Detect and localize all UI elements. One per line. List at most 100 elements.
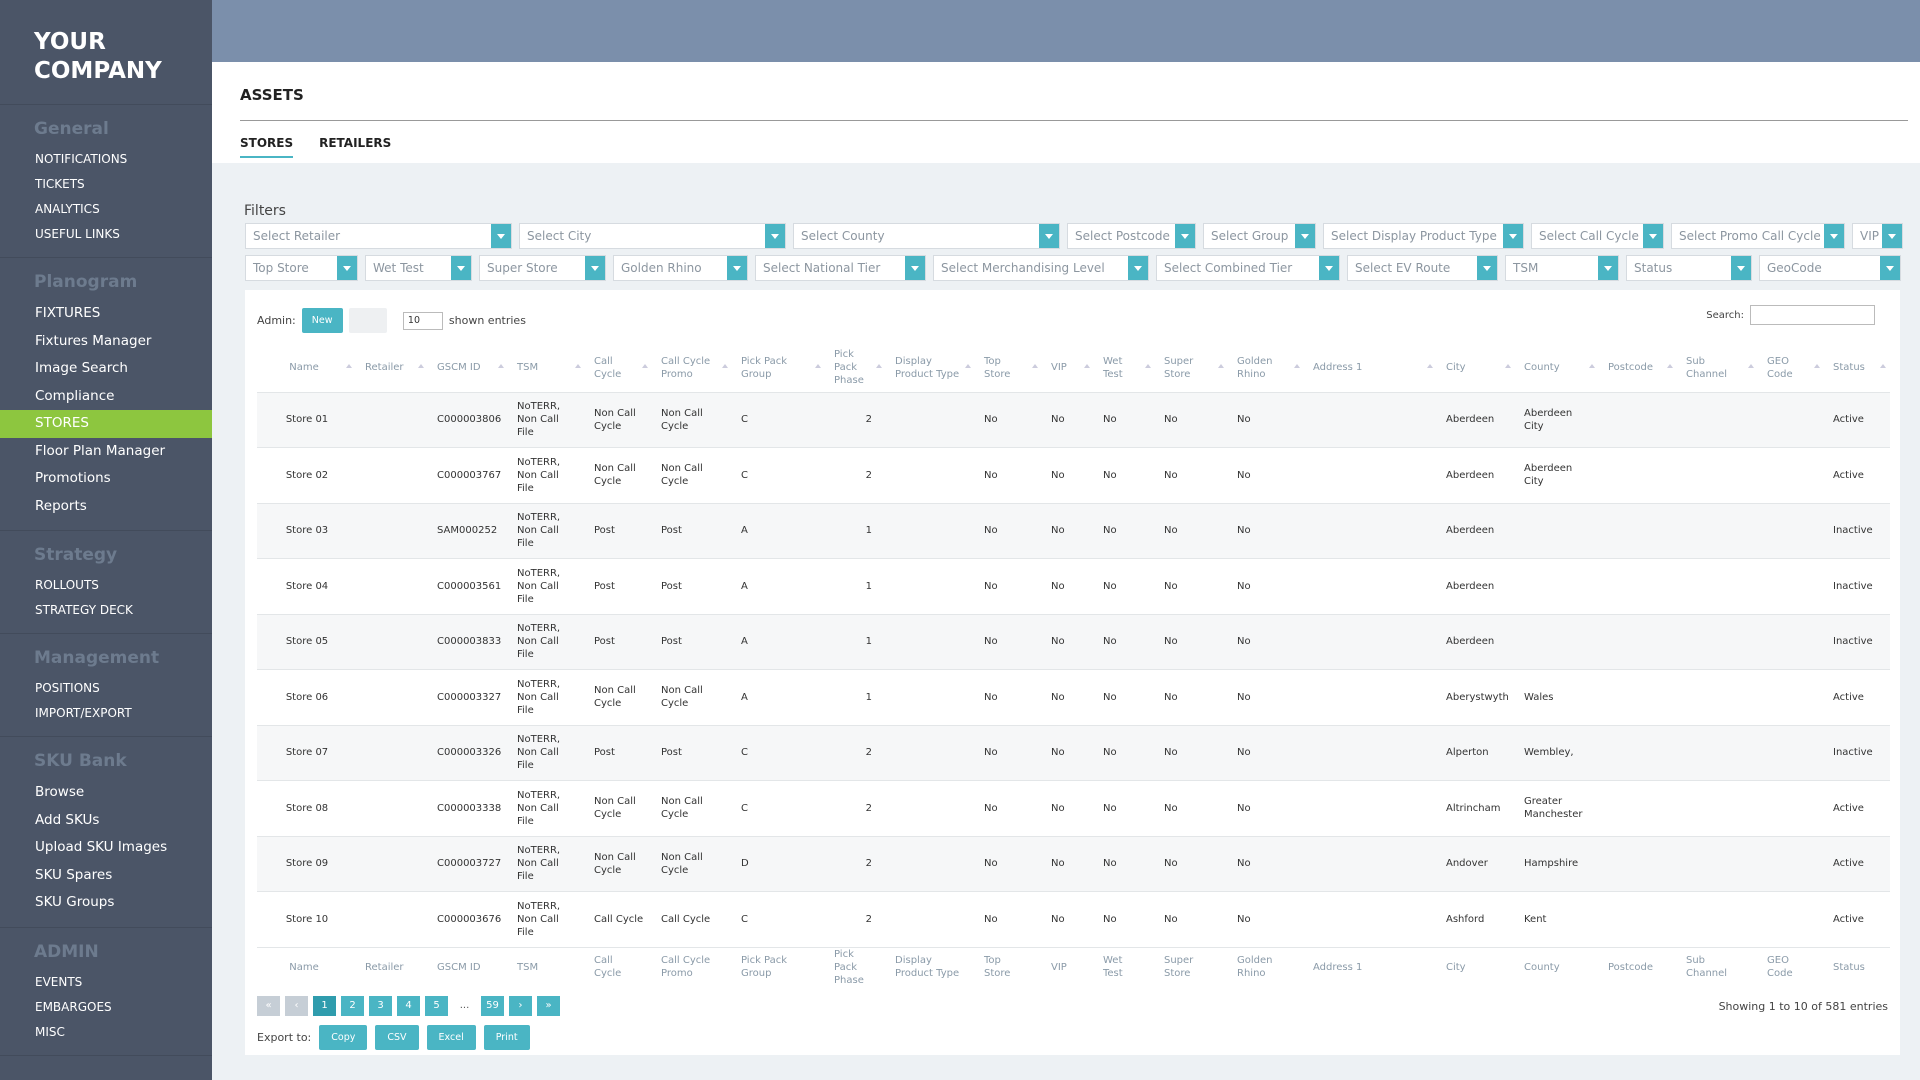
column-header[interactable]: Wet Test — [1094, 344, 1155, 392]
page-button[interactable]: 2 — [341, 996, 364, 1016]
nav-item[interactable]: Reports — [35, 497, 87, 514]
nav-item[interactable]: NOTIFICATIONS — [35, 152, 128, 166]
column-header[interactable]: Top Store — [975, 344, 1042, 392]
admin-button[interactable]: Edit — [348, 308, 387, 333]
nav-item[interactable]: MISC — [35, 1024, 65, 1039]
column-header[interactable]: Address 1 — [1304, 344, 1437, 392]
nav-item[interactable]: Image Search — [35, 360, 128, 376]
nav-item[interactable]: TICKETS — [35, 177, 85, 191]
table-row[interactable]: Store 01 C000003806 NoTERR, Non Call File N… — [257, 391, 1890, 448]
column-header[interactable]: County — [1515, 344, 1599, 392]
column-header[interactable]: Pick Pack Group — [732, 344, 825, 392]
page-size-select[interactable]: 10 — [402, 311, 443, 330]
filter-select[interactable]: Select City — [519, 223, 786, 249]
nav-item[interactable]: Floor Plan Manager — [35, 442, 166, 459]
filter-select[interactable]: Select Promo Call Cycle — [1671, 223, 1845, 249]
filter-select[interactable]: Select Postcode — [1067, 223, 1196, 249]
nav-item[interactable]: ROLLOUTS — [35, 578, 99, 592]
page-button[interactable]: » — [537, 996, 560, 1016]
page-button[interactable]: « — [257, 996, 280, 1016]
table-row[interactable]: Store 10 C000003676 NoTERR, Non Call File C… — [257, 891, 1890, 947]
filter-select[interactable]: Status — [1626, 255, 1752, 281]
nav-item[interactable]: USEFUL LINKS — [35, 227, 120, 241]
column-header[interactable]: City — [1437, 344, 1515, 392]
nav-item[interactable]: ANALYTICS — [35, 202, 100, 216]
column-header[interactable]: VIP — [1042, 344, 1094, 392]
nav-item[interactable]: Compliance — [35, 387, 115, 404]
nav-item[interactable]: FIXTURES — [35, 305, 101, 321]
filter-select[interactable]: TSM — [1505, 255, 1619, 281]
table-row[interactable]: Store 06 C000003327 NoTERR, Non Call File N… — [257, 669, 1890, 725]
filter-select[interactable]: VIP — [1852, 223, 1903, 249]
column-header[interactable]: Golden Rhino — [1228, 344, 1304, 392]
tab[interactable]: RETAILERS — [319, 136, 392, 150]
table-cell: Aberdeen — [1437, 447, 1515, 503]
nav-item[interactable]: STORES — [0, 410, 212, 438]
nav-item[interactable]: POSITIONS — [35, 681, 100, 695]
nav-item[interactable]: EMBARGOES — [35, 999, 112, 1014]
admin-button[interactable]: New — [301, 308, 343, 333]
nav-item[interactable]: Browse — [35, 784, 85, 800]
page-button[interactable]: 59 — [481, 996, 504, 1016]
filter-select[interactable]: GeoCode — [1759, 255, 1901, 281]
filter-select[interactable]: Select Group — [1203, 223, 1316, 249]
filter-select[interactable]: Golden Rhino — [613, 255, 748, 281]
nav-item[interactable]: SKU Spares — [35, 866, 113, 883]
page-button[interactable]: 4 — [397, 996, 420, 1016]
table-row[interactable]: Store 04 C000003561 NoTERR, Non Call File P… — [257, 558, 1890, 614]
page-button[interactable]: ‹ — [285, 996, 308, 1016]
page-button[interactable]: 5 — [425, 996, 448, 1016]
filter-select[interactable]: Select County — [793, 223, 1060, 249]
filter-select[interactable]: Select National Tier — [755, 255, 926, 281]
export-button[interactable]: CSV — [375, 1025, 419, 1050]
column-header[interactable]: Call Cycle Promo — [652, 344, 732, 392]
search-input[interactable] — [1750, 305, 1875, 325]
table-row[interactable]: Store 03 SAM000252 NoTERR, Non Call File Po… — [257, 502, 1890, 559]
nav-item[interactable]: STRATEGY DECK — [35, 603, 133, 617]
nav-item[interactable]: Fixtures Manager — [35, 332, 152, 349]
column-header[interactable]: Super Store — [1155, 344, 1228, 392]
filter-select[interactable]: Select Merchandising Level — [933, 255, 1149, 281]
nav-item[interactable]: Promotions — [35, 470, 111, 486]
filter-select[interactable]: Select Call Cycle — [1531, 223, 1664, 249]
column-header[interactable]: Postcode — [1599, 344, 1677, 392]
column-header[interactable]: Name — [257, 344, 356, 392]
tab[interactable]: STORES — [240, 136, 294, 158]
nav-item[interactable]: IMPORT/EXPORT — [35, 706, 132, 720]
filter-select[interactable]: Select Retailer — [245, 223, 512, 249]
table-cell: Post — [585, 558, 652, 614]
column-header[interactable]: Pick Pack Phase — [825, 344, 886, 392]
column-header[interactable]: Status — [1824, 344, 1890, 392]
column-header[interactable]: Display Product Type — [886, 344, 975, 392]
export-button[interactable]: Excel — [426, 1025, 476, 1050]
page-button[interactable]: 1 — [313, 996, 336, 1016]
filter-select[interactable]: Top Store — [245, 255, 358, 281]
column-header[interactable]: GSCM ID — [428, 344, 508, 392]
nav-item[interactable]: SKU Groups — [35, 894, 115, 910]
table-row[interactable]: Store 09 C000003727 NoTERR, Non Call File N… — [257, 835, 1890, 892]
nav-item[interactable]: EVENTS — [35, 974, 83, 989]
filter-select[interactable]: Wet Test — [365, 255, 472, 281]
column-header[interactable]: TSM — [508, 344, 585, 392]
filter-select[interactable]: Super Store — [479, 255, 606, 281]
table-row[interactable]: Store 08 C000003338 NoTERR, Non Call File N… — [257, 780, 1890, 836]
column-header[interactable]: Sub Channel — [1677, 344, 1758, 392]
column-header[interactable]: Retailer — [356, 344, 428, 392]
table-row[interactable]: Store 07 C000003326 NoTERR, Non Call File P… — [257, 724, 1890, 781]
table-cell: NoTERR, Non Call File — [508, 613, 585, 670]
table-row[interactable]: Store 02 C000003767 NoTERR, Non Call File N… — [257, 447, 1890, 503]
filter-select[interactable]: Select EV Route — [1347, 255, 1498, 281]
table-cell: No — [1155, 502, 1228, 559]
page-button[interactable]: › — [509, 996, 532, 1016]
page-button[interactable]: 3 — [369, 996, 392, 1016]
column-header[interactable]: Call Cycle — [585, 344, 652, 392]
table-row[interactable]: Store 05 C000003833 NoTERR, Non Call File P… — [257, 613, 1890, 670]
nav-item[interactable]: Add SKUs — [35, 811, 100, 828]
filter-select[interactable]: Select Display Product Type — [1323, 223, 1524, 249]
column-header[interactable]: GEO Code — [1758, 344, 1824, 392]
filter-select[interactable]: Select Combined Tier — [1156, 255, 1340, 281]
export-button[interactable]: Print — [483, 1025, 530, 1050]
search: Search: — [1706, 305, 1875, 325]
nav-item[interactable]: Upload SKU Images — [35, 839, 168, 855]
export-button[interactable]: Copy — [319, 1025, 368, 1050]
